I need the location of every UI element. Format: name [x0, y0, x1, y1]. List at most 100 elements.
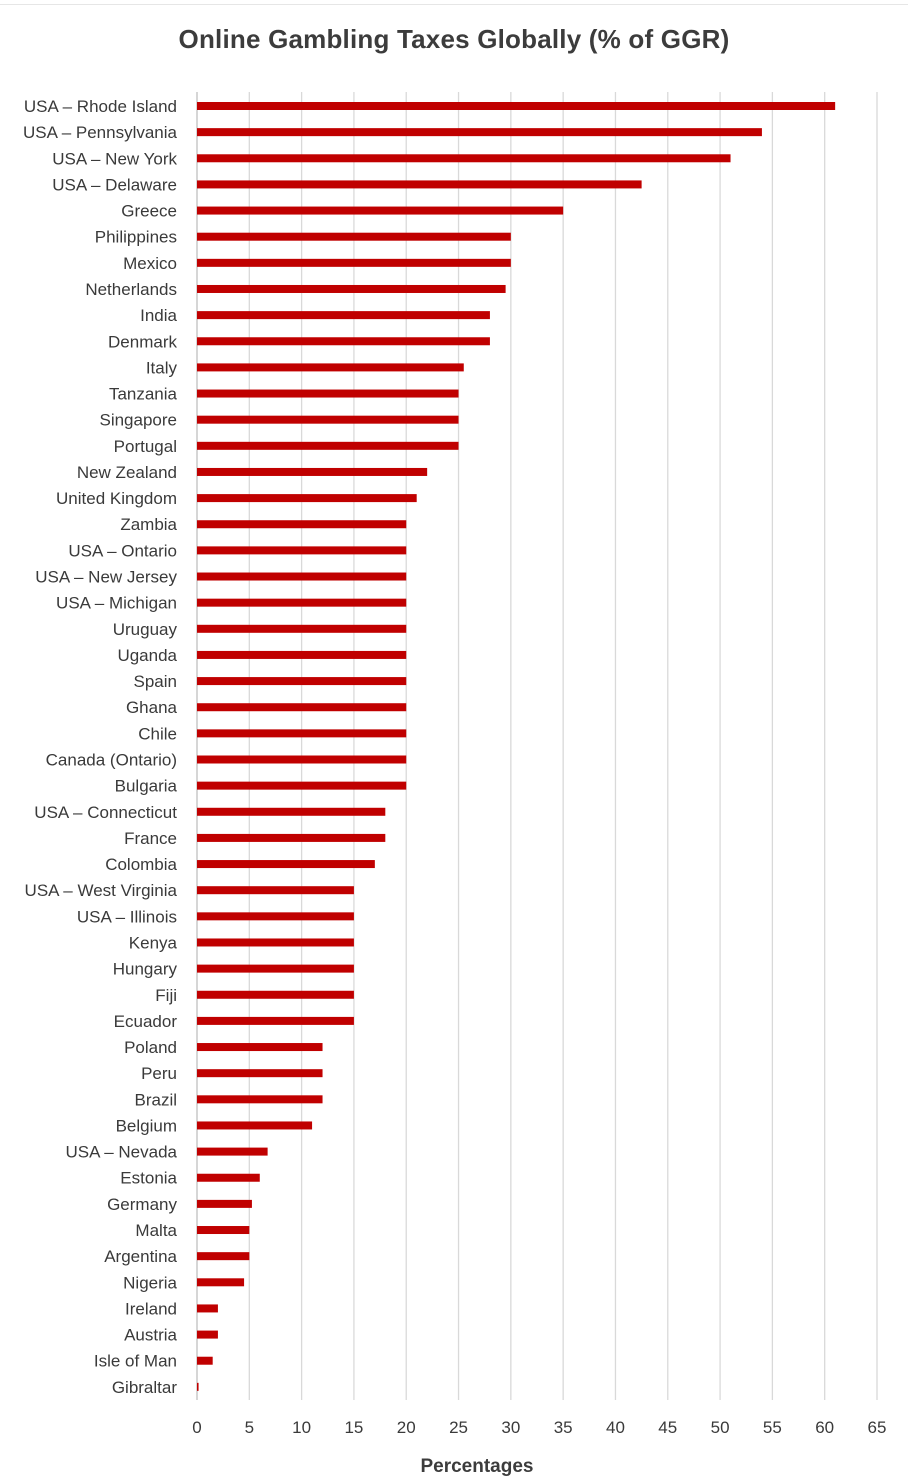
bar-austria [197, 1330, 218, 1339]
category-label-gibraltar: Gibraltar [112, 1378, 178, 1397]
bar-gibraltar [197, 1382, 199, 1391]
bar-belgium [197, 1121, 313, 1130]
bar-italy [197, 363, 464, 372]
bar-colombia [197, 860, 375, 869]
bar-usa-michigan [197, 598, 407, 607]
category-label-portugal: Portugal [114, 437, 177, 456]
bar-india [197, 311, 490, 320]
bar-germany [197, 1199, 252, 1208]
bar-usa-delaware [197, 180, 642, 189]
bar-uruguay [197, 624, 407, 633]
category-label-philippines: Philippines [95, 228, 177, 247]
bar-brazil [197, 1095, 323, 1104]
bar-united-kingdom [197, 494, 417, 503]
bar-france [197, 833, 386, 842]
bars [197, 102, 836, 1391]
category-label-belgium: Belgium [116, 1116, 177, 1135]
bar-new-zealand [197, 467, 428, 476]
top-divider [0, 4, 908, 5]
category-label-argentina: Argentina [104, 1247, 177, 1266]
category-label-bulgaria: Bulgaria [115, 777, 178, 796]
bar-mexico [197, 258, 511, 267]
bar-hungary [197, 964, 354, 973]
bar-usa-rhode-island [197, 102, 836, 110]
bar-kenya [197, 938, 354, 947]
bar-denmark [197, 337, 490, 346]
category-label-usa-pennsylvania: USA – Pennsylvania [23, 123, 178, 142]
category-label-denmark: Denmark [108, 332, 177, 351]
bar-bulgaria [197, 781, 407, 790]
bar-philippines [197, 232, 511, 241]
category-label-zambia: Zambia [120, 515, 177, 534]
category-label-chile: Chile [138, 724, 177, 743]
bar-peru [197, 1069, 323, 1078]
bar-singapore [197, 415, 459, 424]
bar-spain [197, 677, 407, 686]
category-label-germany: Germany [107, 1195, 177, 1214]
bar-ghana [197, 703, 407, 712]
x-tick-40: 40 [606, 1418, 625, 1437]
bar-usa-new-york [197, 154, 731, 163]
category-label-malta: Malta [135, 1221, 177, 1240]
x-tick-15: 15 [344, 1418, 363, 1437]
bar-usa-connecticut [197, 807, 386, 816]
x-tick-30: 30 [501, 1418, 520, 1437]
category-label-usa-michigan: USA – Michigan [56, 594, 177, 613]
category-label-usa-delaware: USA – Delaware [52, 175, 177, 194]
bar-canada-ontario [197, 755, 407, 764]
category-label-ireland: Ireland [125, 1299, 177, 1318]
x-tick-25: 25 [449, 1418, 468, 1437]
category-label-usa-new-jersey: USA – New Jersey [35, 568, 177, 587]
x-tick-65: 65 [868, 1418, 887, 1437]
category-label-singapore: Singapore [99, 411, 177, 430]
bar-uganda [197, 650, 407, 659]
category-label-canada-ontario: Canada (Ontario) [46, 751, 177, 770]
bar-chile [197, 729, 407, 738]
bar-fiji [197, 990, 354, 999]
category-label-united-kingdom: United Kingdom [56, 489, 177, 508]
x-tick-10: 10 [292, 1418, 311, 1437]
bar-malta [197, 1226, 250, 1235]
x-tick-labels: 0 5 10 15 20 25 30 35 40 45 50 55 60 65 [192, 1418, 886, 1437]
category-labels: USA – Rhode Island USA – Pennsylvania USA … [23, 97, 178, 1397]
category-label-nigeria: Nigeria [123, 1273, 177, 1292]
x-tick-20: 20 [397, 1418, 416, 1437]
bar-portugal [197, 441, 459, 450]
category-label-brazil: Brazil [134, 1090, 177, 1109]
category-label-usa-ontario: USA – Ontario [68, 541, 177, 560]
bar-tanzania [197, 389, 459, 398]
category-label-mexico: Mexico [123, 254, 177, 273]
bar-poland [197, 1043, 323, 1052]
bar-usa-illinois [197, 912, 354, 921]
bar-nigeria [197, 1278, 245, 1287]
category-label-poland: Poland [124, 1038, 177, 1057]
category-label-estonia: Estonia [120, 1169, 177, 1188]
category-label-tanzania: Tanzania [109, 385, 178, 404]
gridlines [196, 92, 878, 1400]
category-label-greece: Greece [121, 202, 177, 221]
category-label-usa-nevada: USA – Nevada [65, 1143, 177, 1162]
x-tick-35: 35 [554, 1418, 573, 1437]
category-label-usa-connecticut: USA – Connecticut [34, 803, 177, 822]
chart-title: Online Gambling Taxes Globally (% of GGR… [178, 24, 730, 54]
category-label-peru: Peru [141, 1064, 177, 1083]
bar-estonia [197, 1173, 260, 1182]
bar-greece [197, 206, 564, 215]
category-label-india: India [140, 306, 177, 325]
bar-isle-of-man [197, 1356, 213, 1365]
category-label-isle-of-man: Isle of Man [94, 1352, 177, 1371]
category-label-france: France [124, 829, 177, 848]
bar-netherlands [197, 284, 506, 293]
category-label-uganda: Uganda [117, 646, 177, 665]
x-tick-45: 45 [658, 1418, 677, 1437]
category-label-colombia: Colombia [105, 855, 177, 874]
x-tick-55: 55 [763, 1418, 782, 1437]
x-axis-title: Percentages [420, 1456, 533, 1477]
bar-usa-nevada [197, 1147, 268, 1156]
category-label-usa-illinois: USA – Illinois [77, 907, 177, 926]
category-label-spain: Spain [134, 672, 177, 691]
x-tick-0: 0 [192, 1418, 201, 1437]
category-label-fiji: Fiji [155, 986, 177, 1005]
